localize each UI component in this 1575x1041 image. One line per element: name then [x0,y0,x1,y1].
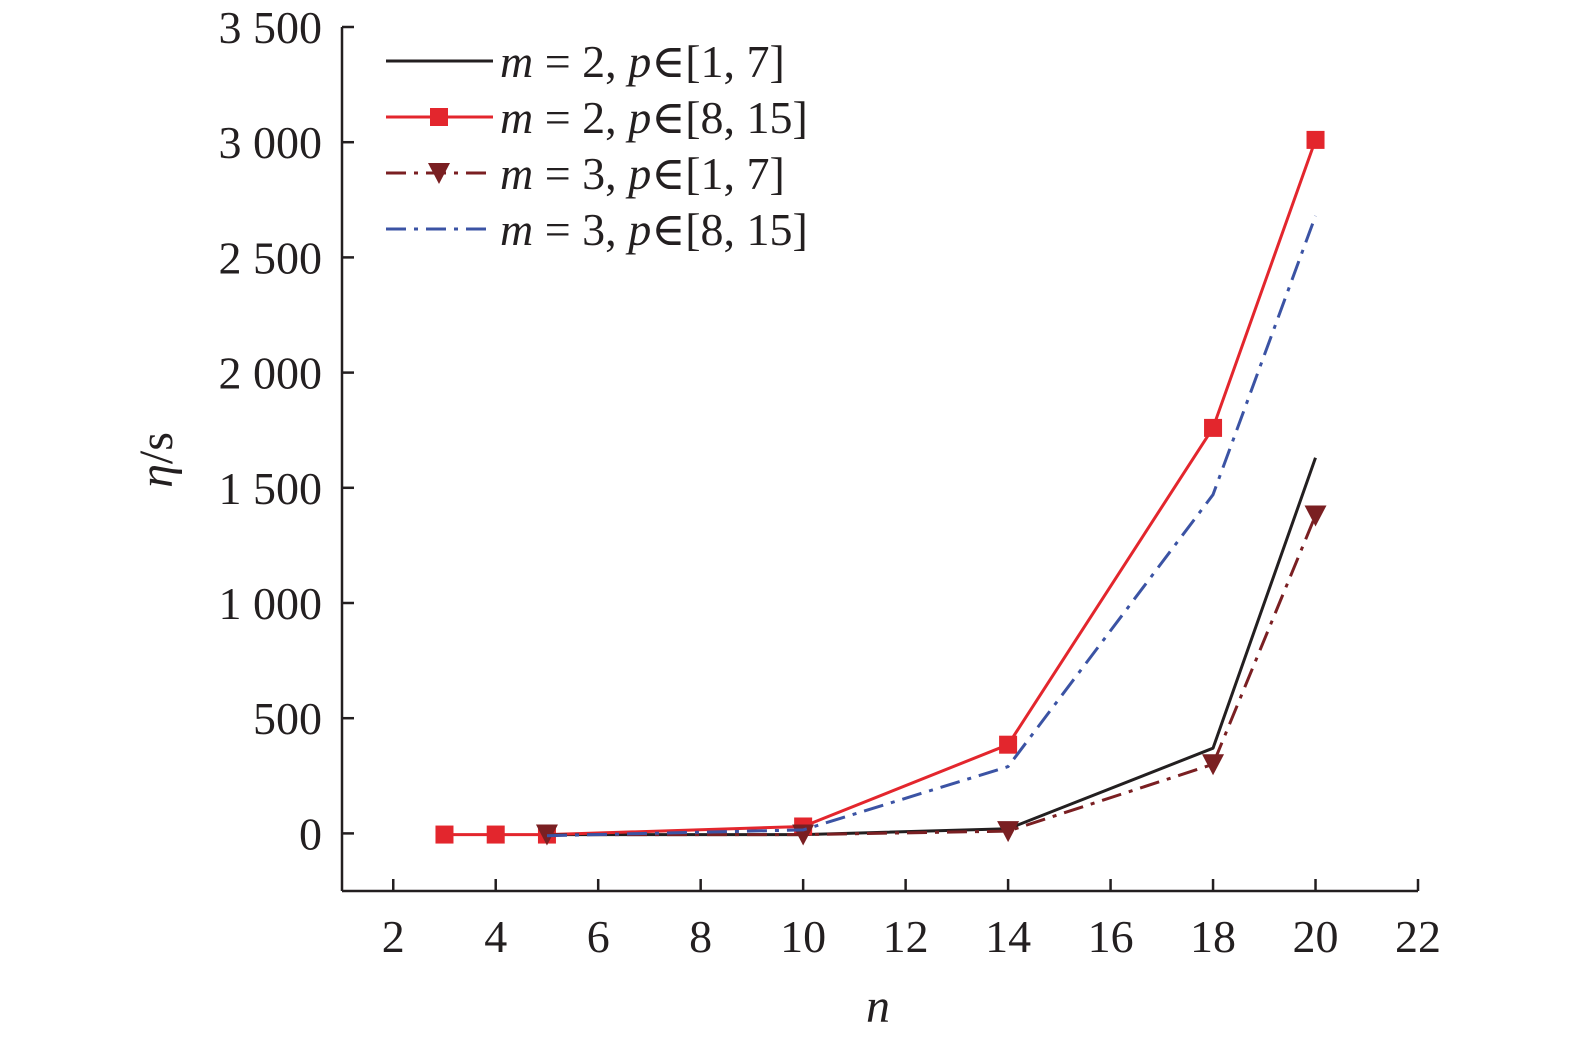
x-tick-label: 18 [1190,911,1236,962]
series-2-point [999,736,1017,754]
x-tick-label: 12 [883,911,929,962]
legend-label-4: m = 3, p∈[8, 15] [500,204,808,255]
axes: 2 4 6 8 10 12 14 16 18 20 22 0 500 1 000 1 500 2 000 2 5… [130,2,1441,1033]
series-3-point [1305,505,1327,526]
series-3 [536,505,1327,845]
legend-label-part: ∈[1, 7] [651,36,785,87]
y-tick-label: 500 [253,693,322,744]
y-tick-label: 2 500 [219,232,323,283]
y-axis-title-unit: /s [130,432,183,464]
x-tick-label: 10 [780,911,826,962]
legend-label-part: m [500,204,533,255]
series-3-point [1202,754,1224,775]
y-tick-label: 3 500 [219,2,323,53]
series-1 [547,458,1316,835]
legend-label-part: = 2, [533,92,628,143]
y-tick-label: 1 500 [219,463,323,514]
series-2-point [1307,131,1325,149]
legend-label-3: m = 3, p∈[1, 7] [500,148,785,199]
legend-item-1: m = 2, p∈[1, 7] [386,36,785,87]
x-axis-title: n [866,980,890,1033]
series-1-line [547,458,1316,835]
x-tick-label: 16 [1088,911,1134,962]
legend: m = 2, p∈[1, 7]m = 2, p∈[8, 15]m = 3, p∈… [386,36,808,255]
series-2-point [1204,419,1222,437]
legend-label-part: ∈[1, 7] [651,148,785,199]
legend-label-part: m [500,92,533,143]
legend-label-part: = 3, [533,148,628,199]
x-tick-label: 2 [382,911,405,962]
legend-label-part: ∈[8, 15] [651,204,808,255]
y-tick-label: 0 [299,808,322,859]
legend-label-part: m [500,148,533,199]
legend-item-2: m = 2, p∈[8, 15] [386,92,808,143]
legend-label-part: ∈[8, 15] [651,92,808,143]
y-tick-label: 3 000 [219,117,323,168]
legend-label-part: = 2, [533,36,628,87]
y-axis-title: η/s [130,432,183,488]
legend-marker-2 [430,108,448,126]
series-3-line [547,515,1316,834]
x-tick-label: 8 [689,911,712,962]
series-2-point [487,826,505,844]
x-tick-label: 4 [484,911,507,962]
legend-item-4: m = 3, p∈[8, 15] [386,204,808,255]
legend-label-2: m = 2, p∈[8, 15] [500,92,808,143]
y-tick-label: 2 000 [219,348,323,399]
x-tick-label: 20 [1293,911,1339,962]
series-2-point [435,826,453,844]
legend-item-3: m = 3, p∈[1, 7] [386,148,785,199]
legend-label-part: = 3, [533,204,628,255]
legend-label-part: p [625,148,651,199]
series-4-line [547,216,1316,836]
y-axis-title-variable: η [130,464,183,488]
x-tick-label: 14 [985,911,1031,962]
legend-label-part: p [625,204,651,255]
x-tick-label: 6 [587,911,610,962]
y-tick-label: 1 000 [219,578,323,629]
x-tick-label: 22 [1395,911,1441,962]
legend-label-1: m = 2, p∈[1, 7] [500,36,785,87]
legend-label-part: m [500,36,533,87]
legend-label-part: p [625,92,651,143]
series-4 [547,216,1316,836]
legend-label-part: p [625,36,651,87]
